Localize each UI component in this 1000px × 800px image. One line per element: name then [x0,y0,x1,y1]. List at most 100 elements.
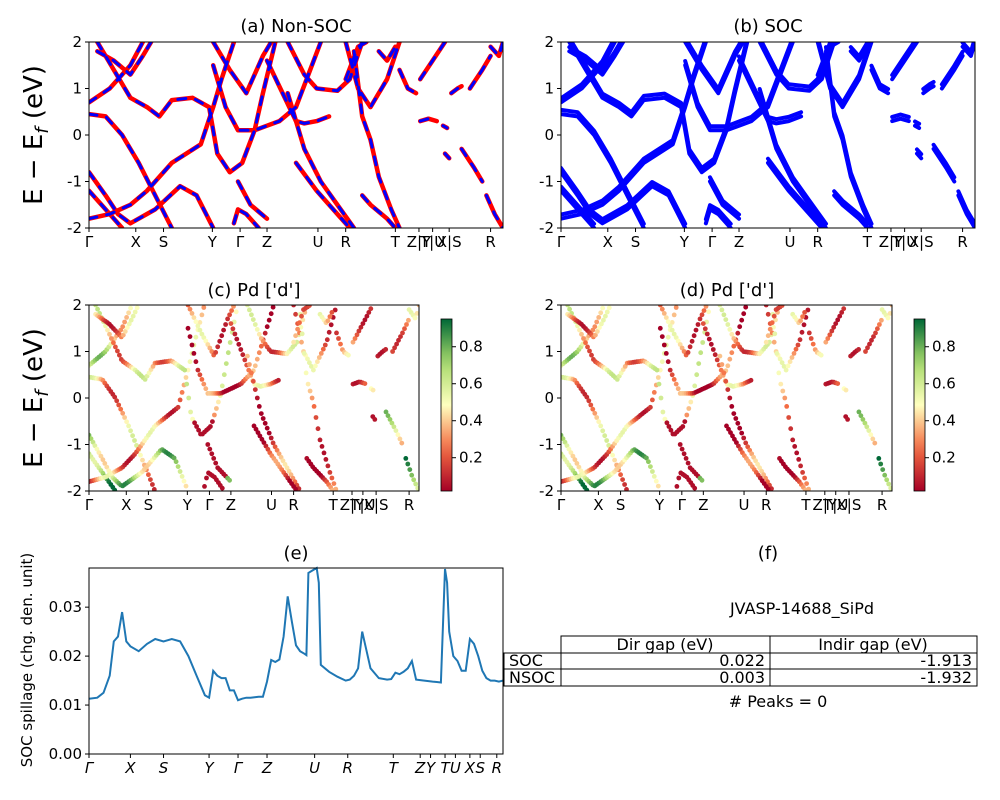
projection-point [731,343,737,349]
projection-point [699,477,705,483]
projection-point [186,395,192,401]
projection-point [723,317,729,322]
projection-point [184,381,190,387]
projection-point [671,331,677,337]
projection-point [132,438,137,443]
projection-point [395,432,401,438]
band-line [824,49,874,228]
layer-c-colorbar [440,318,453,492]
projection-point [863,349,868,354]
projection-point [300,317,306,323]
projection-point [112,394,118,400]
projection-point [329,310,335,315]
band-line [890,112,911,119]
band-line [95,42,153,77]
band-line [460,147,484,183]
projection-point [648,404,653,410]
projection-point [181,478,187,484]
projection-point [839,310,845,315]
peaks-count: # Peaks = 0 [729,692,828,711]
projection-point [258,411,264,416]
projection-point [561,436,566,442]
projection-point [291,339,296,345]
projection-point [763,305,769,308]
projection-point [700,321,706,326]
projection-point [794,450,800,456]
projection-point [250,317,256,322]
projection-point [737,324,743,330]
projection-point [293,333,298,339]
projection-point [784,404,790,409]
projection-point [735,420,741,426]
projection-point [391,424,397,430]
projection-point [835,381,841,386]
projection-point [731,411,737,416]
band-line [232,207,261,228]
projection-point [798,463,803,469]
projection-point [120,410,126,416]
projection-point [293,486,298,491]
layer-a-xtick-label: U [312,233,323,251]
layer-b-xtick-label: U [784,233,795,251]
projection-point [680,424,686,429]
projection-point [148,477,153,482]
projection-point [700,340,706,345]
projection-point [307,388,313,394]
projection-point [650,469,655,474]
band-line [360,193,397,228]
projection-point [583,340,588,346]
projection-point [128,317,134,323]
projection-point [227,312,233,318]
projection-point [664,420,670,426]
layer-a-xtick-label: X [131,233,141,251]
projection-point [331,481,337,486]
projection-point [216,399,221,405]
projection-point [354,332,360,338]
projection-point [210,419,215,424]
projection-point [808,336,814,341]
projection-point [603,313,608,319]
layer-a-ytick-label: -1 [67,173,82,191]
projection-point [669,320,675,325]
projection-point [185,305,191,308]
layer-b-xtick-label: S [631,233,641,251]
band-line [352,49,401,228]
projection-point [191,315,197,320]
projection-point [325,318,331,324]
band-line [561,184,597,226]
layer-d-xtick-label: Z [698,496,708,514]
projection-point [845,417,850,422]
projection-point [245,353,250,359]
projection-point [252,387,258,392]
projection-point [230,326,236,332]
layer-b-xtick-label: X [603,233,613,251]
projection-point [187,359,193,365]
projection-point [584,487,590,491]
projection-point [190,416,196,422]
projection-point [394,341,399,347]
layer-a-xtick-label: Γ [236,233,245,251]
projection-point [802,475,807,481]
projection-point [387,417,393,422]
projection-point [402,326,407,332]
projection-point [659,306,665,312]
layer-b-xtick-label: R [812,233,822,251]
projection-point [673,305,679,310]
layer-e-xtick-label: T [389,759,400,777]
projection-point [416,305,419,308]
projection-point [191,351,197,356]
layer-d-xtick-label: Z|Y [813,496,838,514]
projection-point [654,367,660,373]
band-line [931,146,957,184]
projection-point [227,477,233,483]
band-line [468,54,493,90]
projection-point [648,464,653,469]
layer-b-xtick-label: Γ [708,233,717,251]
projection-point [120,332,126,338]
projection-point [692,485,698,491]
layer-e-xtick-label: X [124,759,136,777]
projection-point [620,477,625,482]
projection-point [797,337,803,343]
